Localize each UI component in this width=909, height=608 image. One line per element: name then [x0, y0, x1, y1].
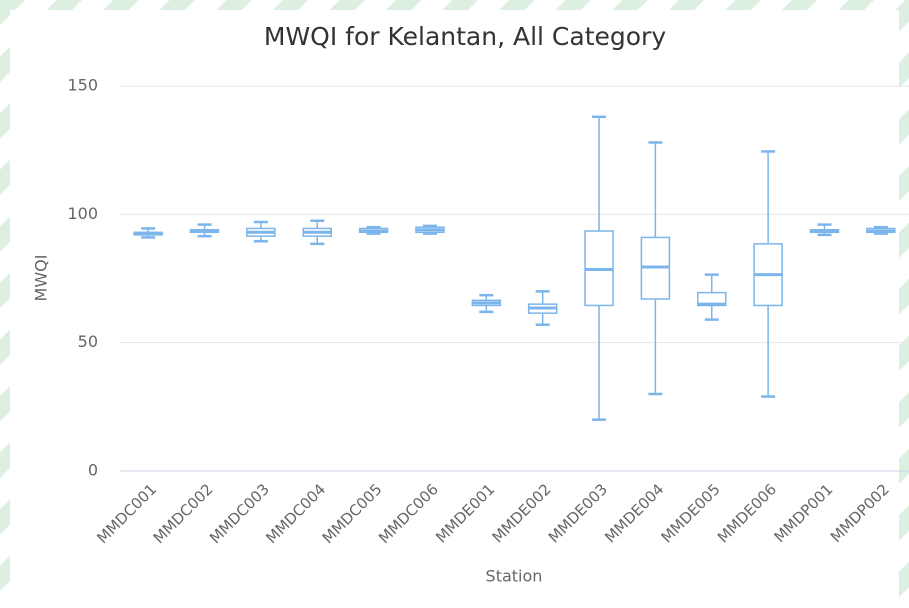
y-tick-label: 50	[78, 332, 98, 351]
y-tick-label: 100	[67, 204, 98, 223]
chart-title: MWQI for Kelantan, All Category	[264, 22, 666, 51]
y-tick-label: 0	[88, 461, 98, 480]
x-axis-label: Station	[486, 567, 543, 586]
chart-background	[10, 10, 899, 608]
y-axis-label: MWQI	[32, 255, 51, 302]
y-tick-label: 150	[67, 76, 98, 95]
